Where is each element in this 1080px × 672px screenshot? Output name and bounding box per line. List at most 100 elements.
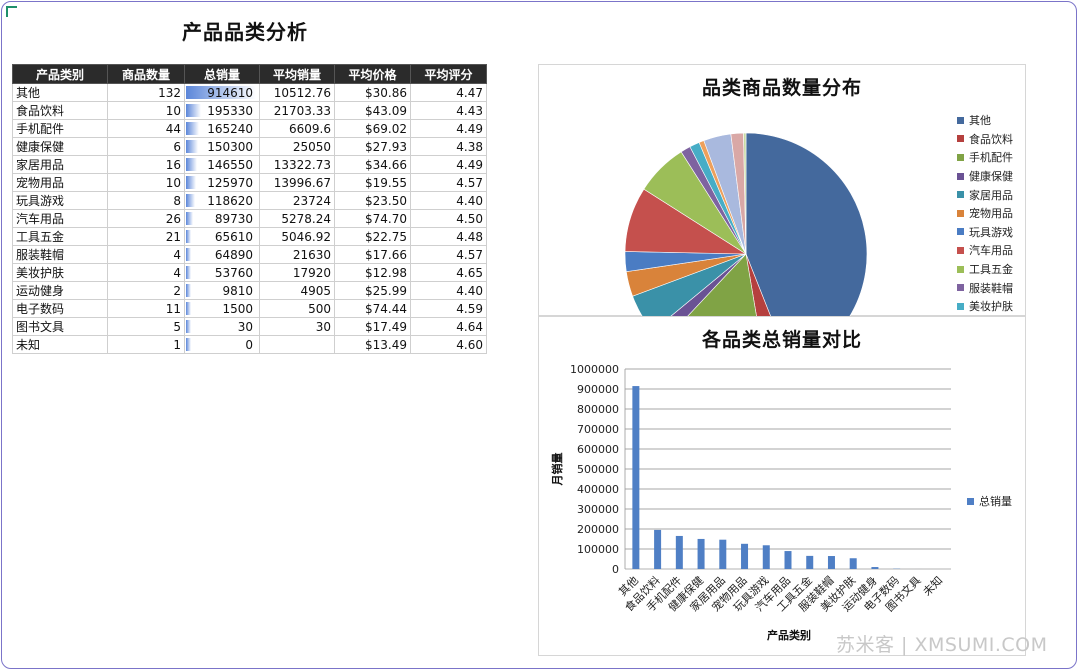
cell-avg-rating[interactable]: 4.47 [410,83,487,102]
cell-category[interactable]: 汽车用品 [12,209,108,228]
cell-category[interactable]: 玩具游戏 [12,191,108,210]
cell-avg-sales[interactable]: 5278.24 [259,209,335,228]
cell-total-sales[interactable]: 30 [184,317,260,336]
cell-avg-sales[interactable]: 13322.73 [259,155,335,174]
cell-category[interactable]: 健康保健 [12,137,108,156]
cell-avg-rating[interactable]: 4.59 [410,299,487,318]
header-count[interactable]: 商品数量 [107,64,185,84]
cell-total-sales[interactable]: 165240 [184,119,260,138]
cell-total-sales[interactable]: 914610 [184,83,260,102]
cell-avg-rating[interactable]: 4.38 [410,137,487,156]
cell-count[interactable]: 1 [107,335,185,354]
cell-avg-rating[interactable]: 4.40 [410,191,487,210]
cell-avg-price[interactable]: $17.66 [334,245,411,264]
cell-avg-sales[interactable]: 4905 [259,281,335,300]
pie-chart-panel[interactable]: 品类商品数量分布 其他 食品饮料 手机配件 健康保健 家居用品 宠物用品 玩具游戏 汽车用品工… [538,64,1026,316]
cell-avg-sales[interactable]: 6609.6 [259,119,335,138]
cell-avg-rating[interactable]: 4.60 [410,335,487,354]
header-avg-sales[interactable]: 平均销量 [259,64,335,84]
cell-avg-rating[interactable]: 4.65 [410,263,487,282]
cell-count[interactable]: 10 [107,173,185,192]
header-avg-rating[interactable]: 平均评分 [410,64,487,84]
cell-category[interactable]: 图书文具 [12,317,108,336]
cell-total-sales[interactable]: 0 [184,335,260,354]
header-avg-price[interactable]: 平均价格 [334,64,411,84]
cell-avg-price[interactable]: $43.09 [334,101,411,120]
cell-count[interactable]: 4 [107,263,185,282]
cell-avg-rating[interactable]: 4.43 [410,101,487,120]
cell-avg-rating[interactable]: 4.49 [410,119,487,138]
cell-avg-price[interactable]: $74.44 [334,299,411,318]
cell-avg-sales[interactable]: 500 [259,299,335,318]
cell-avg-sales[interactable] [259,335,335,354]
cell-avg-rating[interactable]: 4.57 [410,245,487,264]
cell-count[interactable]: 44 [107,119,185,138]
cell-count[interactable]: 21 [107,227,185,246]
cell-category[interactable]: 未知 [12,335,108,354]
cell-avg-price[interactable]: $69.02 [334,119,411,138]
cell-avg-rating[interactable]: 4.50 [410,209,487,228]
cell-total-sales[interactable]: 146550 [184,155,260,174]
pie-slice[interactable] [745,132,868,317]
cell-count[interactable]: 10 [107,101,185,120]
cell-category[interactable]: 电子数码 [12,299,108,318]
cell-count[interactable]: 4 [107,245,185,264]
bar-chart-panel[interactable]: 各品类总销量对比 0 100000 200000 300000 400000 500000… [538,316,1026,656]
cell-avg-rating[interactable]: 4.49 [410,155,487,174]
cell-avg-price[interactable]: $30.86 [334,83,411,102]
pie-slice[interactable] [745,253,791,317]
cell-total-sales[interactable]: 150300 [184,137,260,156]
cell-total-sales[interactable]: 1500 [184,299,260,318]
cell-avg-price[interactable]: $17.49 [334,317,411,336]
cell-avg-rating[interactable]: 4.40 [410,281,487,300]
cell-avg-rating[interactable]: 4.64 [410,317,487,336]
cell-avg-price[interactable]: $13.49 [334,335,411,354]
cell-avg-price[interactable]: $12.98 [334,263,411,282]
cell-count[interactable]: 16 [107,155,185,174]
cell-total-sales[interactable]: 53760 [184,263,260,282]
cell-count[interactable]: 132 [107,83,185,102]
cell-category[interactable]: 宠物用品 [12,173,108,192]
cell-avg-sales[interactable]: 5046.92 [259,227,335,246]
cell-count[interactable]: 26 [107,209,185,228]
cell-avg-price[interactable]: $74.70 [334,209,411,228]
cell-avg-price[interactable]: $22.75 [334,227,411,246]
cell-total-sales[interactable]: 118620 [184,191,260,210]
cell-avg-sales[interactable]: 10512.76 [259,83,335,102]
cell-count[interactable]: 11 [107,299,185,318]
cell-category[interactable]: 家居用品 [12,155,108,174]
header-category[interactable]: 产品类别 [12,64,108,84]
pie-slice[interactable] [743,132,747,255]
cell-total-sales[interactable]: 64890 [184,245,260,264]
header-total-sales[interactable]: 总销量 [184,64,260,84]
cell-count[interactable]: 5 [107,317,185,336]
cell-count[interactable]: 2 [107,281,185,300]
cell-category[interactable]: 美妆护肤 [12,263,108,282]
cell-avg-price[interactable]: $25.99 [334,281,411,300]
cell-avg-sales[interactable]: 30 [259,317,335,336]
cell-avg-price[interactable]: $23.50 [334,191,411,210]
cell-avg-sales[interactable]: 21703.33 [259,101,335,120]
cell-avg-sales[interactable]: 23724 [259,191,335,210]
cell-avg-sales[interactable]: 17920 [259,263,335,282]
cell-avg-price[interactable]: $34.66 [334,155,411,174]
cell-avg-sales[interactable]: 13996.67 [259,173,335,192]
cell-avg-rating[interactable]: 4.57 [410,173,487,192]
cell-avg-sales[interactable]: 25050 [259,137,335,156]
pie-slice[interactable] [663,253,766,317]
cell-avg-sales[interactable]: 21630 [259,245,335,264]
cell-category[interactable]: 其他 [12,83,108,102]
cell-category[interactable]: 工具五金 [12,227,108,246]
cell-category[interactable]: 食品饮料 [12,101,108,120]
cell-total-sales[interactable]: 9810 [184,281,260,300]
cell-avg-price[interactable]: $19.55 [334,173,411,192]
cell-count[interactable]: 6 [107,137,185,156]
cell-category[interactable]: 手机配件 [12,119,108,138]
cell-avg-rating[interactable]: 4.48 [410,227,487,246]
cell-total-sales[interactable]: 125970 [184,173,260,192]
cell-avg-price[interactable]: $27.93 [334,137,411,156]
cell-total-sales[interactable]: 65610 [184,227,260,246]
cell-category[interactable]: 服装鞋帽 [12,245,108,264]
cell-total-sales[interactable]: 89730 [184,209,260,228]
cell-count[interactable]: 8 [107,191,185,210]
